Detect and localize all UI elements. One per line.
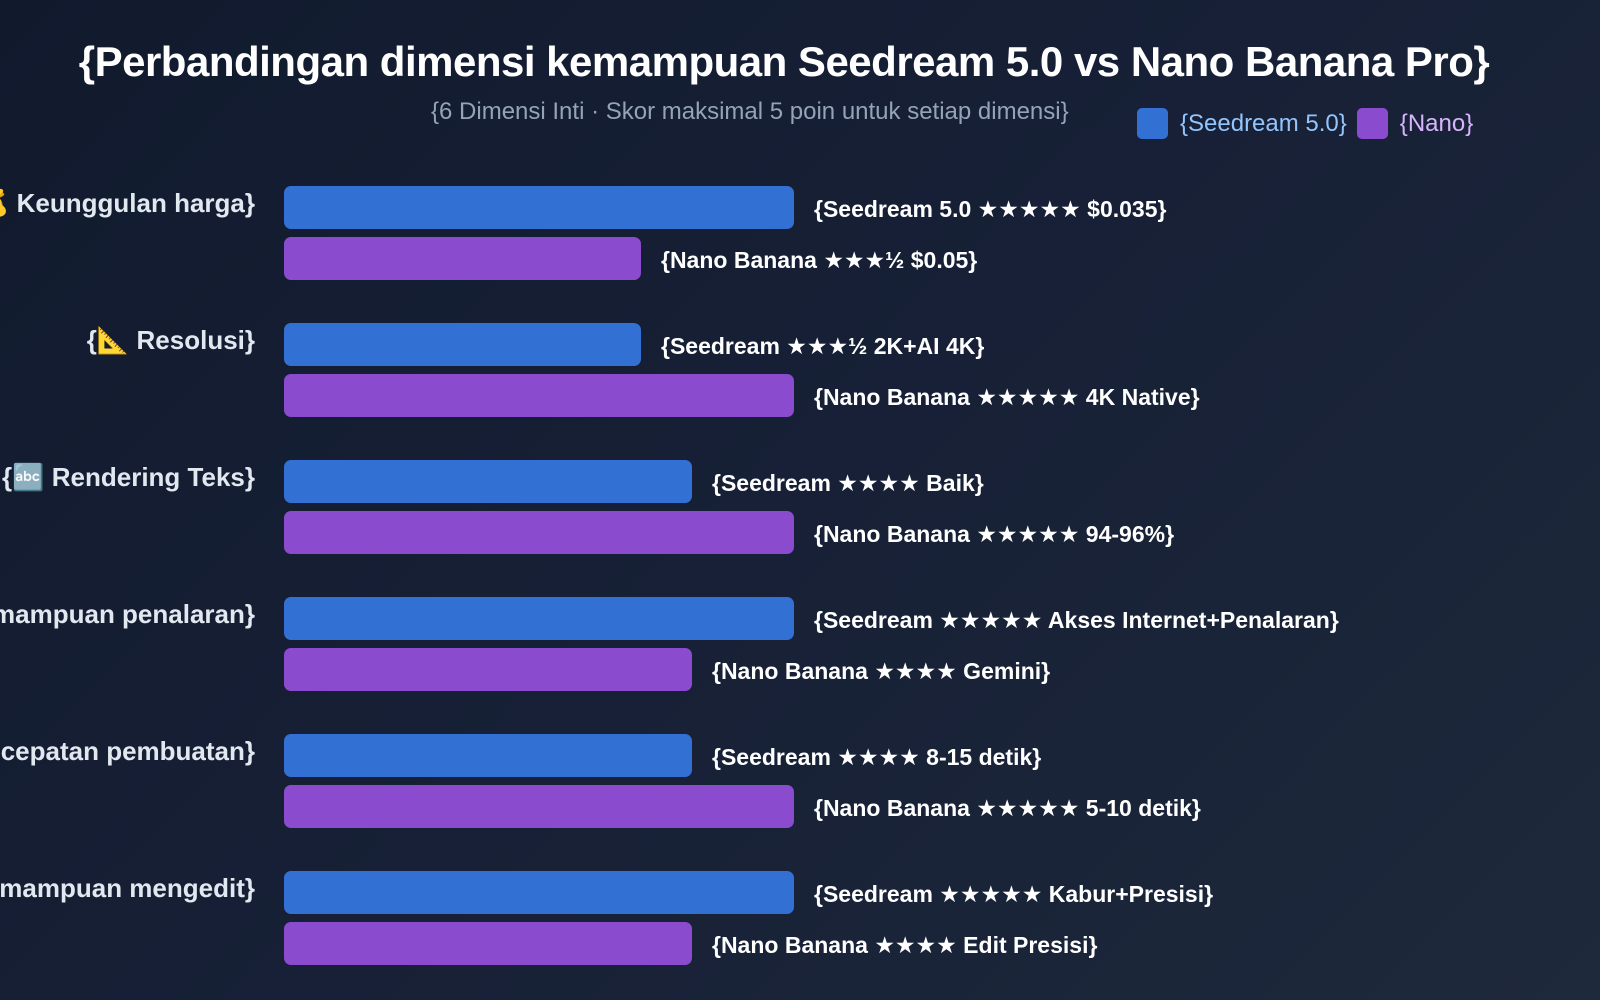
bar-group: {⚡ Kecepatan pembuatan} {Seedream ★★★★ 8-… xyxy=(0,734,1600,829)
category-label: {📐 Resolusi} xyxy=(86,325,255,355)
chart-title: {Perbandingan dimensi kemampuan Seedream… xyxy=(78,38,1490,85)
value-label-nano: {Nano Banana ★★★★ Gemini} xyxy=(712,658,1051,684)
bar-group: {🔤 Rendering Teks} {Seedream ★★★★ Baik} {N… xyxy=(0,460,1600,555)
legend-item-seedream[interactable]: {Seedream 5.0} xyxy=(1137,108,1347,139)
bar-seedream[interactable] xyxy=(284,871,794,914)
chart-subtitle: {6 Dimensi Inti · Skor maksimal 5 poin u… xyxy=(431,98,1069,125)
category-label: {🧠 Kemampuan penalaran} xyxy=(0,599,255,629)
bar-nano[interactable] xyxy=(284,785,794,828)
value-label-seedream: {Seedream ★★★★★ Akses Internet+Penalaran… xyxy=(814,607,1339,633)
bar-seedream[interactable] xyxy=(284,460,692,503)
value-label-seedream: {Seedream ★★★★ 8-15 detik} xyxy=(712,744,1042,770)
bar-seedream[interactable] xyxy=(284,734,692,777)
legend-label-nano: {Nano} xyxy=(1399,109,1474,137)
category-label: {⚡ Kecepatan pembuatan} xyxy=(0,736,255,766)
value-label-seedream: {Seedream ★★★★ Baik} xyxy=(712,470,984,496)
bar-nano[interactable] xyxy=(284,374,794,417)
category-label: {🔤 Rendering Teks} xyxy=(2,462,255,492)
bar-nano[interactable] xyxy=(284,922,692,965)
legend: {Seedream 5.0} {Nano} xyxy=(1137,108,1483,139)
bar-group: {🧠 Kemampuan penalaran} {Seedream ★★★★★ A… xyxy=(0,597,1600,692)
bar-group: {✏️ Kemampuan mengedit} {Seedream ★★★★★ K… xyxy=(0,871,1600,966)
category-label: {💰 Keunggulan harga} xyxy=(0,188,255,218)
legend-label-seedream: {Seedream 5.0} xyxy=(1180,109,1347,137)
bar-group: {📐 Resolusi} {Seedream ★★★½ 2K+AI 4K} {Nan… xyxy=(0,323,1600,418)
value-label-nano: {Nano Banana ★★★★★ 5-10 detik} xyxy=(814,795,1201,821)
bar-seedream[interactable] xyxy=(284,186,794,229)
legend-swatch-seedream xyxy=(1137,108,1168,139)
bar-nano[interactable] xyxy=(284,237,641,280)
value-label-nano: {Nano Banana ★★★★★ 94-96%} xyxy=(814,521,1175,547)
category-label: {✏️ Kemampuan mengedit} xyxy=(0,873,255,903)
value-label-nano: {Nano Banana ★★★★★ 4K Native} xyxy=(814,384,1200,410)
bar-group: {💰 Keunggulan harga} {Seedream 5.0 ★★★★★ … xyxy=(0,186,1600,281)
legend-swatch-nano xyxy=(1356,108,1388,139)
bar-nano[interactable] xyxy=(284,511,794,554)
value-label-seedream: {Seedream ★★★★★ Kabur+Presisi} xyxy=(814,881,1214,907)
bar-seedream[interactable] xyxy=(284,597,794,640)
value-label-nano: {Nano Banana ★★★★ Edit Presisi} xyxy=(712,932,1098,958)
legend-item-nano[interactable]: {Nano} xyxy=(1356,108,1474,139)
value-label-seedream: {Seedream ★★★½ 2K+AI 4K} xyxy=(661,333,985,359)
bar-seedream[interactable] xyxy=(284,323,641,366)
value-label-seedream: {Seedream 5.0 ★★★★★ $0.035} xyxy=(814,196,1167,222)
value-label-nano: {Nano Banana ★★★½ $0.05} xyxy=(661,247,978,273)
bar-nano[interactable] xyxy=(284,648,692,691)
